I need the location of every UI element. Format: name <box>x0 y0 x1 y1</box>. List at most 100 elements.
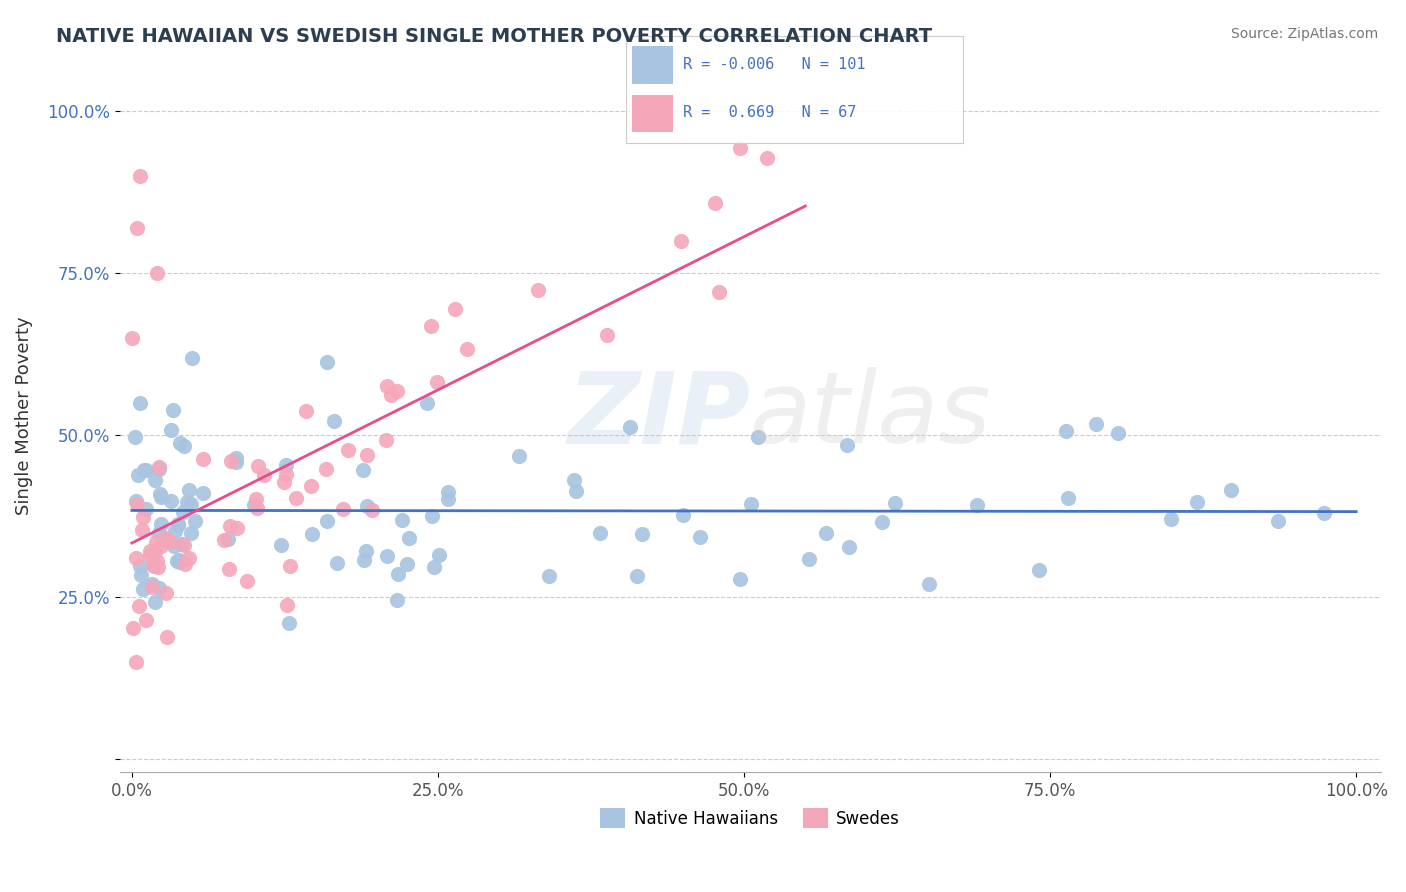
Point <box>315 355 337 369</box>
Point <box>315 514 337 528</box>
Point <box>396 558 419 572</box>
Point <box>217 532 239 546</box>
Point <box>155 531 177 545</box>
Point <box>1057 491 1080 505</box>
Text: ZIP: ZIP <box>567 368 751 465</box>
Point <box>709 285 731 299</box>
Point <box>163 539 186 553</box>
FancyBboxPatch shape <box>633 46 673 84</box>
Point <box>129 567 152 582</box>
Point <box>704 196 727 211</box>
Point <box>299 479 322 493</box>
Point <box>1219 483 1241 497</box>
Point <box>159 423 181 437</box>
Point <box>526 283 548 297</box>
Point <box>436 492 458 507</box>
Point <box>179 550 201 565</box>
Point <box>141 580 163 594</box>
Point <box>276 598 298 612</box>
Point <box>176 494 198 508</box>
Point <box>135 613 157 627</box>
Text: Source: ZipAtlas.com: Source: ZipAtlas.com <box>1230 27 1378 41</box>
Point <box>1312 506 1334 520</box>
Point <box>177 483 200 498</box>
Point <box>332 502 354 516</box>
Point <box>672 508 695 522</box>
Point <box>143 545 166 559</box>
Point <box>837 438 859 452</box>
Point <box>191 451 214 466</box>
Point <box>669 234 692 248</box>
Point <box>142 558 165 573</box>
Point <box>225 450 247 465</box>
Point <box>354 543 377 558</box>
Point <box>280 558 302 573</box>
Point <box>180 497 202 511</box>
Text: NATIVE HAWAIIAN VS SWEDISH SINGLE MOTHER POVERTY CORRELATION CHART: NATIVE HAWAIIAN VS SWEDISH SINGLE MOTHER… <box>56 27 932 45</box>
Point <box>163 524 186 539</box>
Point <box>730 572 752 586</box>
Point <box>747 430 769 444</box>
Point <box>149 517 172 532</box>
Point <box>626 569 648 583</box>
Point <box>235 574 257 588</box>
Text: R =  0.669   N = 67: R = 0.669 N = 67 <box>683 105 856 120</box>
Point <box>131 523 153 537</box>
Point <box>243 498 266 512</box>
Point <box>180 351 202 365</box>
Point <box>356 449 378 463</box>
Point <box>132 582 155 597</box>
Point <box>917 577 939 591</box>
Point <box>146 553 169 567</box>
Point <box>755 152 778 166</box>
Point <box>132 463 155 477</box>
Point <box>562 473 585 487</box>
Point <box>172 505 194 519</box>
Point <box>353 553 375 567</box>
Point <box>135 502 157 516</box>
Point <box>180 526 202 541</box>
Point <box>246 501 269 516</box>
Point <box>253 467 276 482</box>
Point <box>1084 417 1107 431</box>
Text: R = -0.006   N = 101: R = -0.006 N = 101 <box>683 57 866 72</box>
Point <box>1028 563 1050 577</box>
Point <box>245 492 267 507</box>
Point <box>139 544 162 558</box>
Point <box>124 430 146 444</box>
Point <box>423 559 446 574</box>
Point <box>1185 494 1208 508</box>
Point <box>148 525 170 540</box>
Point <box>142 559 165 574</box>
Point <box>508 449 530 463</box>
Point <box>444 301 467 316</box>
Point <box>274 458 297 472</box>
Point <box>125 494 148 508</box>
Point <box>277 616 299 631</box>
Point <box>595 328 617 343</box>
Point <box>1054 424 1077 438</box>
Point <box>121 331 143 345</box>
Point <box>1107 426 1129 441</box>
Point <box>274 467 297 482</box>
Point <box>155 585 177 599</box>
Point <box>565 483 588 498</box>
Point <box>125 655 148 669</box>
Point <box>631 527 654 541</box>
Point <box>322 414 344 428</box>
Point <box>173 439 195 453</box>
Point <box>799 552 821 566</box>
Point <box>246 458 269 473</box>
Point <box>730 141 752 155</box>
Point <box>148 581 170 595</box>
Point <box>538 569 561 583</box>
Point <box>218 562 240 576</box>
Point <box>169 435 191 450</box>
Point <box>273 475 295 489</box>
Point <box>387 567 409 582</box>
Point <box>169 555 191 569</box>
Point <box>149 490 172 504</box>
FancyBboxPatch shape <box>633 95 673 132</box>
Point <box>226 521 249 535</box>
Point <box>128 558 150 573</box>
